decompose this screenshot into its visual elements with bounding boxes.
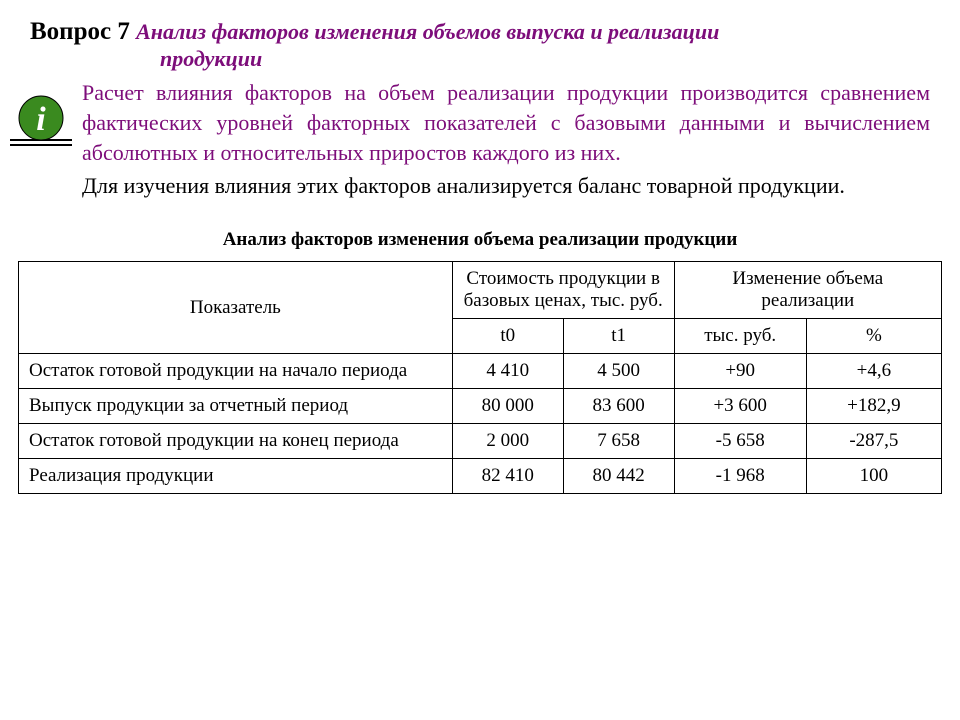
question-title-line1: Анализ факторов изменения объемов выпуск…: [136, 19, 719, 44]
col-cost-group: Стоимость продукции в базовых ценах, тыс…: [452, 262, 674, 319]
question-line: Вопрос 7 Анализ факторов изменения объем…: [30, 18, 930, 46]
cell-t0: 82 410: [452, 459, 563, 494]
cell-delta: +3 600: [674, 389, 806, 424]
table-row: Выпуск продукции за отчетный период 80 0…: [19, 389, 942, 424]
cell-t1: 4 500: [563, 354, 674, 389]
paragraph-2: Для изучения влияния этих факторов анали…: [82, 171, 930, 201]
cell-pct: -287,5: [806, 424, 941, 459]
paragraph-1: Расчет влияния факторов на объем реализа…: [82, 78, 930, 167]
cell-delta: -5 658: [674, 424, 806, 459]
cell-label: Выпуск продукции за отчетный период: [19, 389, 453, 424]
table-header-row-1: Показатель Стоимость продукции в базовых…: [19, 262, 942, 319]
col-indicator: Показатель: [19, 262, 453, 354]
table-row: Остаток готовой продукции на конец перио…: [19, 424, 942, 459]
table-body: Остаток готовой продукции на начало пери…: [19, 354, 942, 494]
cell-pct: 100: [806, 459, 941, 494]
table-head: Показатель Стоимость продукции в базовых…: [19, 262, 942, 354]
col-t1: t1: [563, 319, 674, 354]
cell-t1: 80 442: [563, 459, 674, 494]
cell-label: Остаток готовой продукции на конец перио…: [19, 424, 453, 459]
question-number: Вопрос 7: [30, 18, 130, 45]
info-icon: i: [10, 90, 72, 152]
question-title-line2: продукции: [30, 46, 930, 72]
cell-label: Реализация продукции: [19, 459, 453, 494]
cell-t1: 83 600: [563, 389, 674, 424]
col-change-group: Изменение объема реализации: [674, 262, 941, 319]
analysis-table: Показатель Стоимость продукции в базовых…: [18, 261, 942, 494]
table-row: Остаток готовой продукции на начало пери…: [19, 354, 942, 389]
cell-t0: 2 000: [452, 424, 563, 459]
cell-t0: 4 410: [452, 354, 563, 389]
cell-pct: +182,9: [806, 389, 941, 424]
col-thous: тыс. руб.: [674, 319, 806, 354]
table-title: Анализ факторов изменения объема реализа…: [0, 229, 960, 251]
cell-delta: +90: [674, 354, 806, 389]
cell-delta: -1 968: [674, 459, 806, 494]
cell-label: Остаток готовой продукции на начало пери…: [19, 354, 453, 389]
col-t0: t0: [452, 319, 563, 354]
cell-pct: +4,6: [806, 354, 941, 389]
cell-t0: 80 000: [452, 389, 563, 424]
svg-text:i: i: [36, 101, 46, 138]
cell-t1: 7 658: [563, 424, 674, 459]
col-pct: %: [806, 319, 941, 354]
body-block: i Расчет влияния факторов на объем реали…: [0, 72, 960, 201]
header: Вопрос 7 Анализ факторов изменения объем…: [0, 0, 960, 72]
table-row: Реализация продукции 82 410 80 442 -1 96…: [19, 459, 942, 494]
